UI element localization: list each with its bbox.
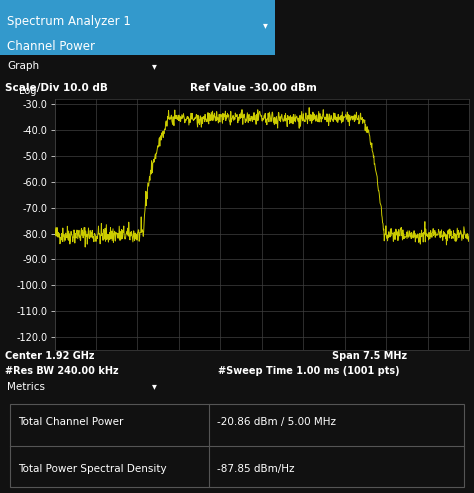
Text: Spectrum Analyzer 1: Spectrum Analyzer 1	[7, 15, 131, 29]
Text: Ref Value -30.00 dBm: Ref Value -30.00 dBm	[190, 83, 317, 93]
Text: Graph: Graph	[7, 61, 39, 71]
Text: ▾: ▾	[152, 382, 156, 391]
Text: Span 7.5 MHz: Span 7.5 MHz	[332, 351, 407, 361]
Text: #Res BW 240.00 kHz: #Res BW 240.00 kHz	[5, 366, 118, 376]
Text: -20.86 dBm / 5.00 MHz: -20.86 dBm / 5.00 MHz	[217, 417, 336, 427]
Text: #Sweep Time 1.00 ms (1001 pts): #Sweep Time 1.00 ms (1001 pts)	[218, 366, 400, 376]
Text: Scale/Div 10.0 dB: Scale/Div 10.0 dB	[5, 83, 108, 93]
Text: ▾: ▾	[263, 20, 268, 30]
Text: -87.85 dBm/Hz: -87.85 dBm/Hz	[217, 464, 294, 474]
Text: Center 1.92 GHz: Center 1.92 GHz	[5, 351, 94, 361]
Text: Metrics: Metrics	[7, 382, 45, 391]
Text: ▾: ▾	[152, 61, 156, 71]
Text: Total Channel Power: Total Channel Power	[18, 417, 123, 427]
Bar	[0, 0, 275, 55]
Text: Total Power Spectral Density: Total Power Spectral Density	[18, 464, 167, 474]
Text: Channel Power: Channel Power	[7, 39, 95, 53]
Bar	[10, 404, 464, 487]
Text: Log: Log	[19, 86, 36, 97]
